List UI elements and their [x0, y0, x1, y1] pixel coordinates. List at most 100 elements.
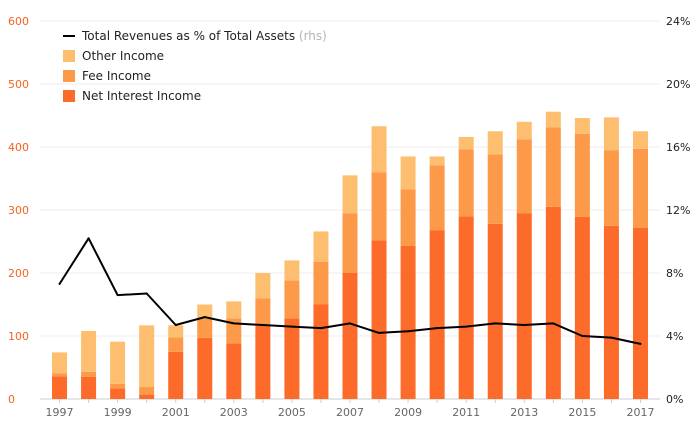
y-left-tick-label: 400 [8, 141, 29, 154]
y-left-tick-label: 100 [8, 330, 29, 343]
line-point [87, 237, 90, 240]
bar-segment-fee-income [603, 150, 619, 226]
bar-segment-fee-income [342, 213, 358, 273]
y-right-tick-label: 0% [666, 393, 683, 406]
line-point [116, 294, 119, 297]
legend: Total Revenues as % of Total Assets (rhs… [63, 29, 327, 103]
bar-segment-other-income [574, 118, 590, 134]
bar-segment-other-income [168, 325, 184, 338]
x-tick-label: 2003 [220, 406, 248, 419]
bar-segment-other-income [371, 126, 387, 173]
bar-segment-net-interest-income [458, 216, 474, 399]
y-right-tick-label: 20% [666, 78, 690, 91]
bar-segment-fee-income [52, 373, 68, 377]
bar-segment-fee-income [168, 337, 184, 352]
bar-segment-other-income [52, 352, 68, 374]
bar-segment-net-interest-income [52, 376, 68, 399]
legend-label-note: (rhs) [299, 29, 327, 43]
line-point [232, 322, 235, 325]
x-tick-label: 2007 [336, 406, 364, 419]
bar-segment-net-interest-income [574, 216, 590, 399]
x-tick-label: 1997 [46, 406, 74, 419]
legend-label: Other Income [82, 49, 164, 63]
bar-segment-fee-income [226, 318, 242, 344]
y-left-tick-label: 600 [8, 15, 29, 28]
line-point [494, 322, 497, 325]
bar-segment-other-income [197, 304, 213, 319]
line-point [58, 283, 61, 286]
legend-color-swatch [63, 90, 75, 102]
y-left-tick-label: 0 [8, 393, 15, 406]
x-tick-label: 2017 [626, 406, 654, 419]
line-point [174, 323, 177, 326]
line-point [349, 322, 351, 325]
legend-label-text: Total Revenues as % of Total Assets [81, 29, 295, 43]
line-point [610, 336, 613, 339]
line-point [145, 292, 148, 295]
bar-segment-fee-income [197, 318, 213, 338]
line-point [639, 342, 642, 345]
bar-segment-fee-income [371, 172, 387, 241]
bar-segment-fee-income [81, 371, 97, 377]
bar-segment-net-interest-income [545, 206, 561, 399]
bar-segment-other-income [81, 330, 97, 372]
bar-segment-net-interest-income [226, 343, 242, 399]
bar-segment-fee-income [545, 127, 561, 207]
x-tick-label: 2011 [452, 406, 480, 419]
bar-segment-other-income [139, 325, 155, 388]
line-point [465, 325, 468, 328]
line-point [290, 325, 293, 328]
bar-segment-net-interest-income [168, 351, 184, 399]
bar-segment-other-income [632, 131, 648, 149]
line-point [378, 331, 381, 334]
y-left-tick-label: 500 [8, 78, 29, 91]
y-right-tick-label: 4% [666, 330, 683, 343]
bar-segment-other-income [342, 175, 358, 214]
x-tick-label: 1999 [104, 406, 132, 419]
x-tick-label: 2015 [568, 406, 596, 419]
bar-segment-net-interest-income [603, 225, 619, 399]
legend-label: Fee Income [82, 69, 151, 83]
bar-segment-fee-income [487, 154, 503, 224]
bar-segment-net-interest-income [313, 304, 329, 399]
bar-segment-other-income [110, 341, 126, 384]
y-left-tick-label: 200 [8, 267, 29, 280]
bar-segment-other-income [487, 131, 503, 155]
line-point [203, 316, 206, 319]
line-point [261, 323, 264, 326]
x-tick-label: 2005 [278, 406, 306, 419]
line-point [436, 327, 439, 330]
bar-series-group [52, 111, 648, 399]
y-right-tick-label: 12% [666, 204, 690, 217]
bar-segment-other-income [284, 260, 300, 281]
bar-segment-net-interest-income [632, 227, 648, 399]
bar-segment-net-interest-income [139, 394, 155, 399]
legend-label-text: Net Interest Income [82, 89, 201, 103]
legend-color-swatch [63, 70, 75, 82]
bar-segment-other-income [255, 273, 271, 299]
bar-segment-other-income [429, 156, 445, 166]
bar-segment-net-interest-income [81, 376, 97, 399]
bar-segment-net-interest-income [110, 388, 126, 399]
bar-segment-fee-income [429, 165, 445, 231]
line-series-group [58, 237, 642, 345]
y-right-tick-label: 16% [666, 141, 690, 154]
y-right-tick-label: 24% [666, 15, 690, 28]
bar-segment-fee-income [574, 133, 590, 217]
bar-segment-fee-income [632, 148, 648, 228]
bar-segment-other-income [603, 117, 619, 151]
bar-segment-fee-income [458, 149, 474, 217]
x-tick-label: 2009 [394, 406, 422, 419]
bar-segment-fee-income [139, 387, 155, 395]
bar-segment-net-interest-income [429, 230, 445, 399]
bar-segment-other-income [400, 156, 416, 190]
bar-segment-net-interest-income [400, 245, 416, 399]
y-left-tick-label: 300 [8, 204, 29, 217]
legend-label: Net Interest Income [82, 89, 201, 103]
bar-segment-other-income [458, 136, 474, 150]
bar-segment-net-interest-income [487, 223, 503, 399]
bar-segment-fee-income [110, 383, 126, 389]
bar-segment-fee-income [284, 280, 300, 319]
bar-segment-net-interest-income [197, 337, 213, 399]
legend-color-swatch [63, 50, 75, 62]
